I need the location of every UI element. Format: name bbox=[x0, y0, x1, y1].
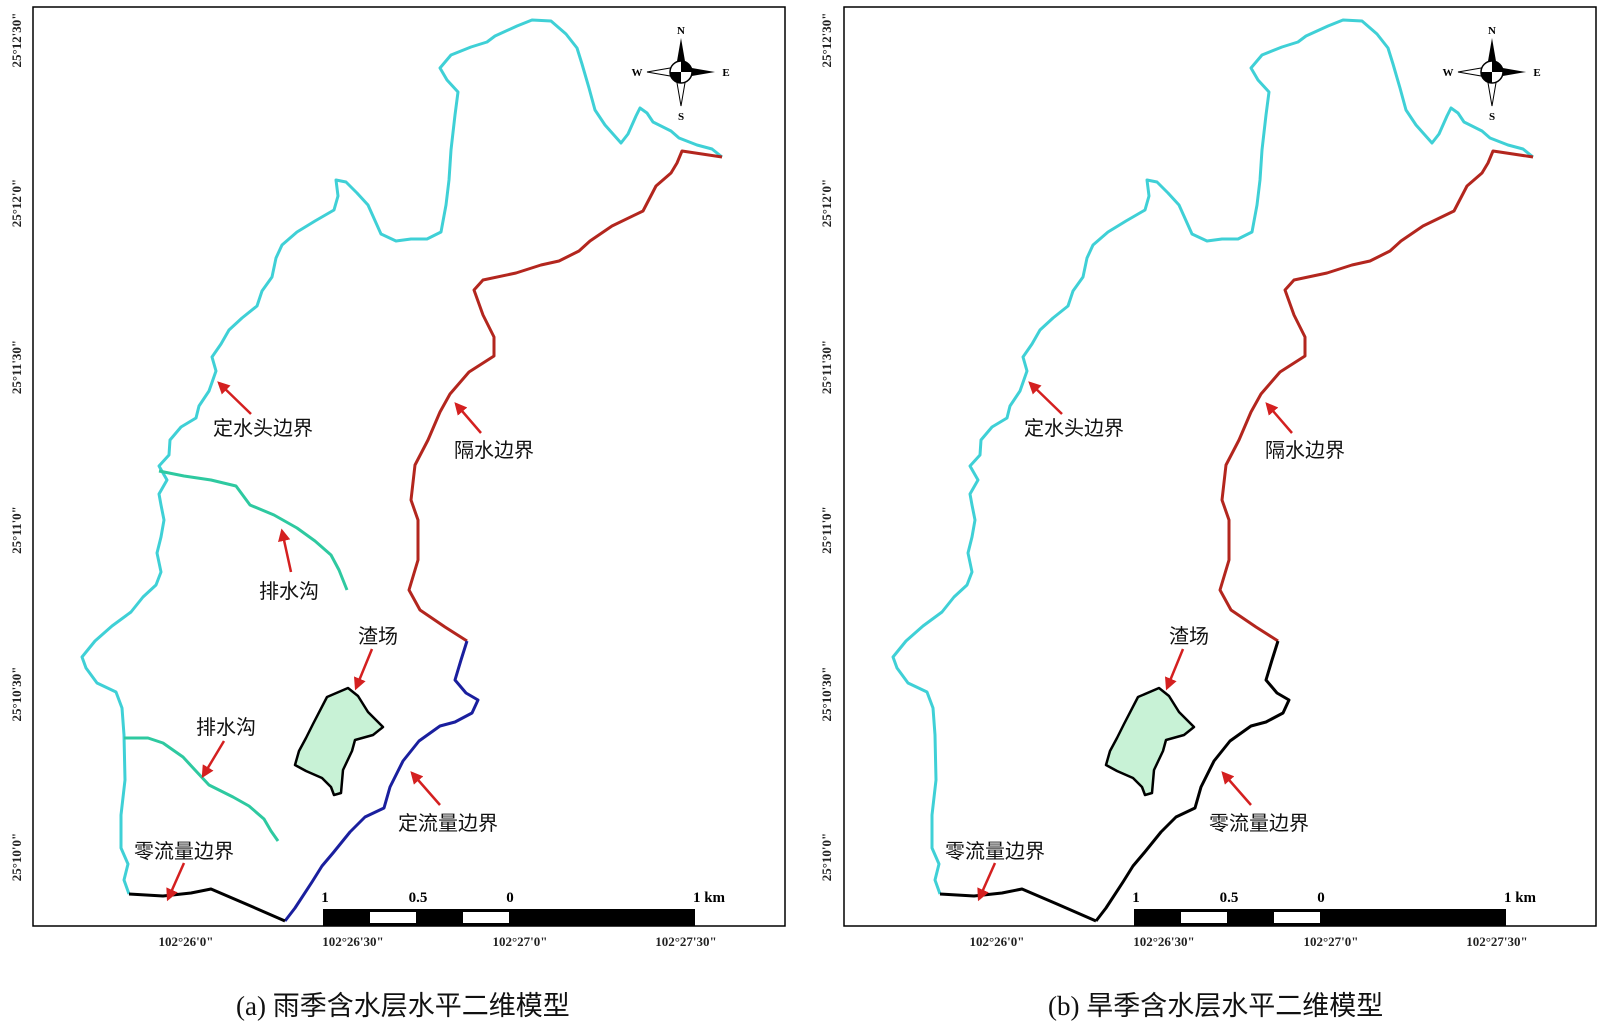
lat-label: 25°12'0" bbox=[9, 179, 24, 228]
label-drain-upper: 排水沟 bbox=[259, 579, 319, 603]
lat-label: 25°10'0" bbox=[819, 833, 834, 882]
drain-upper bbox=[158, 469, 349, 591]
compass-rose: N S W E bbox=[632, 25, 730, 123]
scale-label: 1 km bbox=[693, 890, 726, 906]
label-drain-lower: 排水沟 bbox=[196, 715, 256, 739]
compass-s: S bbox=[1489, 111, 1495, 123]
scale-bar: 1 0.5 0 1 km bbox=[321, 890, 726, 926]
constant-head-boundary bbox=[891, 18, 1534, 895]
annotation-constant-head: 定水头边界 bbox=[213, 381, 313, 440]
scale-label: 1 bbox=[321, 890, 329, 906]
constant-head-boundary bbox=[80, 18, 723, 895]
latitude-labels: 25°12'30" 25°12'0" 25°11'30" 25°11'0" 25… bbox=[819, 12, 834, 881]
lon-label: 102°26'0" bbox=[969, 934, 1024, 949]
label-constant-head: 定水头边界 bbox=[213, 416, 313, 440]
zero-flux-boundary-south bbox=[939, 887, 1097, 923]
lon-label: 102°26'30" bbox=[322, 934, 384, 949]
compass-w: W bbox=[1443, 67, 1454, 79]
latitude-labels: 25°12'30" 25°12'0" 25°11'30" 25°11'0" 25… bbox=[9, 12, 24, 881]
annotation-zero-flux: 零流量边界 bbox=[134, 839, 234, 902]
panel-b: 25°12'30" 25°12'0" 25°11'30" 25°11'0" 25… bbox=[819, 6, 1597, 949]
lat-label: 25°11'0" bbox=[9, 506, 24, 554]
compass-n: N bbox=[677, 25, 685, 37]
lon-label: 102°27'30" bbox=[655, 934, 717, 949]
caption-panel-a: (a) 雨季含水层水平二维模型 bbox=[236, 991, 570, 1021]
zero-flux-boundary-east bbox=[1094, 640, 1291, 922]
no-flow-boundary bbox=[1218, 149, 1534, 643]
drain-lower bbox=[124, 736, 280, 842]
annotation-no-flow: 隔水边界 bbox=[1265, 402, 1345, 462]
scale-label: 1 km bbox=[1504, 890, 1537, 906]
lon-label: 102°27'30" bbox=[1466, 934, 1528, 949]
longitude-labels: 102°26'0" 102°26'30" 102°27'0" 102°27'30… bbox=[969, 934, 1527, 949]
compass-e: E bbox=[722, 67, 729, 79]
compass-n: N bbox=[1488, 25, 1496, 37]
annotation-drain-lower: 排水沟 bbox=[196, 715, 256, 779]
scale-label: 1 bbox=[1132, 890, 1140, 906]
slag-site bbox=[293, 686, 385, 797]
label-constant-head: 定水头边界 bbox=[1024, 416, 1124, 440]
scale-label: 0 bbox=[1317, 890, 1325, 906]
label-no-flow: 隔水边界 bbox=[1265, 438, 1345, 462]
label-slag: 渣场 bbox=[1169, 624, 1209, 648]
label-zero-flux-south: 零流量边界 bbox=[945, 839, 1045, 863]
label-zero-flux: 零流量边界 bbox=[134, 839, 234, 863]
lon-label: 102°27'0" bbox=[492, 934, 547, 949]
label-no-flow: 隔水边界 bbox=[454, 438, 534, 462]
panel-b-map: 定水头边界 隔水边界 渣场 零流量边界 零流量边界 bbox=[891, 18, 1541, 926]
lat-label: 25°11'30" bbox=[819, 340, 834, 394]
constant-flux-boundary bbox=[283, 640, 480, 922]
scale-label: 0 bbox=[506, 890, 514, 906]
scale-bar: 1 0.5 0 1 km bbox=[1132, 890, 1537, 926]
zero-flux-boundary bbox=[128, 887, 286, 923]
annotation-slag: 渣场 bbox=[1165, 624, 1209, 691]
lat-label: 25°10'30" bbox=[9, 666, 24, 721]
label-constant-flux: 定流量边界 bbox=[398, 811, 498, 835]
no-flow-boundary bbox=[407, 149, 723, 643]
map-frame bbox=[843, 6, 1597, 927]
label-slag: 渣场 bbox=[358, 624, 398, 648]
compass-s: S bbox=[678, 111, 684, 123]
map-frame bbox=[32, 6, 786, 927]
compass-w: W bbox=[632, 67, 643, 79]
lat-label: 25°10'30" bbox=[819, 666, 834, 721]
slag-site bbox=[1104, 686, 1196, 797]
lat-label: 25°11'0" bbox=[819, 506, 834, 554]
caption-panel-b: (b) 旱季含水层水平二维模型 bbox=[1048, 991, 1384, 1021]
scale-label: 0.5 bbox=[1220, 890, 1239, 906]
longitude-labels: 102°26'0" 102°26'30" 102°27'0" 102°27'30… bbox=[158, 934, 716, 949]
lon-label: 102°27'0" bbox=[1303, 934, 1358, 949]
compass-rose: N S W E bbox=[1443, 25, 1541, 123]
annotation-slag: 渣场 bbox=[354, 624, 398, 691]
annotation-zero-flux-south: 零流量边界 bbox=[945, 839, 1045, 902]
compass-e: E bbox=[1533, 67, 1540, 79]
lat-label: 25°12'30" bbox=[9, 12, 24, 67]
lon-label: 102°26'0" bbox=[158, 934, 213, 949]
lat-label: 25°10'0" bbox=[9, 833, 24, 882]
lon-label: 102°26'30" bbox=[1133, 934, 1195, 949]
scale-label: 0.5 bbox=[409, 890, 428, 906]
label-zero-flux-east: 零流量边界 bbox=[1209, 811, 1309, 835]
annotation-no-flow: 隔水边界 bbox=[454, 402, 534, 462]
lat-label: 25°12'30" bbox=[819, 12, 834, 67]
annotation-constant-head: 定水头边界 bbox=[1024, 381, 1124, 440]
lat-label: 25°11'30" bbox=[9, 340, 24, 394]
annotation-zero-flux-east: 零流量边界 bbox=[1209, 771, 1309, 835]
annotation-drain-upper: 排水沟 bbox=[259, 528, 319, 603]
lat-label: 25°12'0" bbox=[819, 179, 834, 228]
annotation-constant-flux: 定流量边界 bbox=[398, 771, 498, 835]
panel-a: 25°12'30" 25°12'0" 25°11'30" 25°11'0" 25… bbox=[9, 6, 786, 949]
